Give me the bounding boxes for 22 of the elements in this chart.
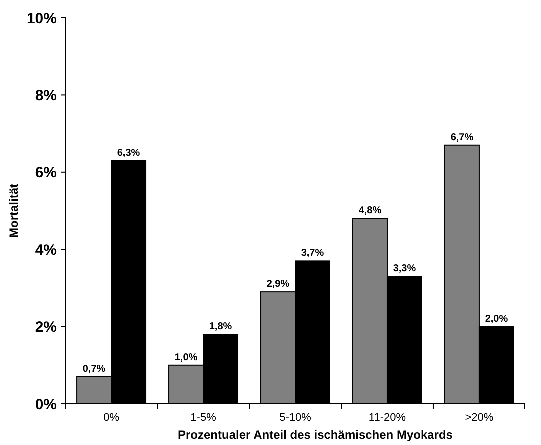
- x-tick-label: 1-5%: [190, 412, 217, 424]
- data-label: 4,8%: [358, 206, 382, 217]
- x-tick-label: >20%: [465, 412, 494, 424]
- x-axis-title: Prozentualer Anteil des ischämischen Myokards: [178, 428, 454, 442]
- x-tick-label: 11-20%: [368, 412, 406, 424]
- data-label: 6,7%: [450, 132, 474, 144]
- data-label: 2,9%: [266, 279, 290, 290]
- y-tick-label: 6%: [35, 164, 57, 182]
- data-label: 1,0%: [174, 352, 198, 364]
- y-tick-label: 10%: [26, 10, 57, 28]
- data-label: 1,8%: [209, 322, 232, 333]
- data-label: 2,0%: [485, 314, 508, 325]
- y-tick-label: 8%: [35, 87, 57, 104]
- x-tick-label: 5-10%: [280, 412, 312, 424]
- data-label: 6,3%: [117, 148, 140, 159]
- y-tick-label: 2%: [35, 319, 57, 336]
- data-label: 0,7%: [82, 364, 106, 375]
- x-tick-label: 0%: [104, 412, 120, 424]
- y-tick-label: 4%: [35, 242, 57, 259]
- data-label: 3,3%: [393, 264, 416, 275]
- data-label: 3,7%: [301, 248, 324, 260]
- y-axis-title: Mortalität: [7, 184, 21, 238]
